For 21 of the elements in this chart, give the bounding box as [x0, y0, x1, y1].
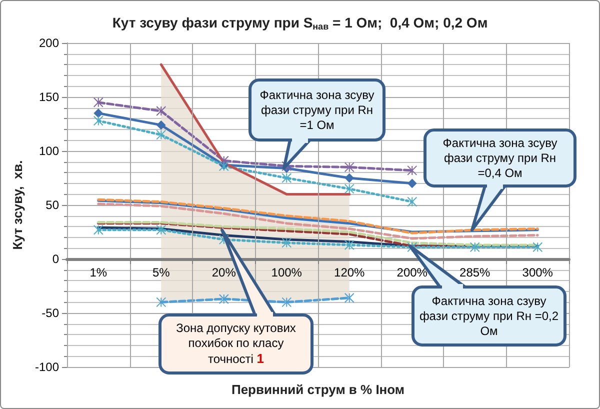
annotation: Фактична зона зсуву фази струму при Rн =0,4 Ом: [442, 136, 558, 180]
x-tick-label: 5%: [152, 265, 170, 280]
y-tick-label: 0: [52, 252, 60, 266]
y-tick-label: -100: [34, 360, 60, 374]
annotation: Зона допуску кутових похибок по класу точності 1: [175, 321, 297, 367]
y-axis-title: Кут зсуву, хв.: [10, 160, 26, 250]
y-tick-label: -50: [42, 306, 60, 320]
x-tick-label: 20%: [212, 265, 236, 280]
x-tick-label: 1%: [90, 265, 108, 280]
y-tick-label: 150: [38, 90, 60, 104]
x-tick-label: 100%: [271, 265, 302, 280]
x-tick-label: 120%: [334, 265, 366, 280]
x-axis-title: Первинний струм в % Іном: [231, 382, 405, 397]
y-tick-label: 200: [38, 36, 60, 50]
y-tick-label: 50: [46, 198, 60, 212]
x-tick-label: 285%: [460, 265, 491, 280]
annotation: Фактична зона сзуву фази струму при Rн =0,2 Ом: [419, 294, 559, 338]
x-tick-label: 200%: [396, 265, 428, 280]
y-tick-label: 100: [38, 144, 60, 158]
x-tick-label: 300%: [522, 265, 554, 280]
annotation: Фактична зона зсуву фази струму при Rн =1 Ом: [258, 88, 376, 132]
